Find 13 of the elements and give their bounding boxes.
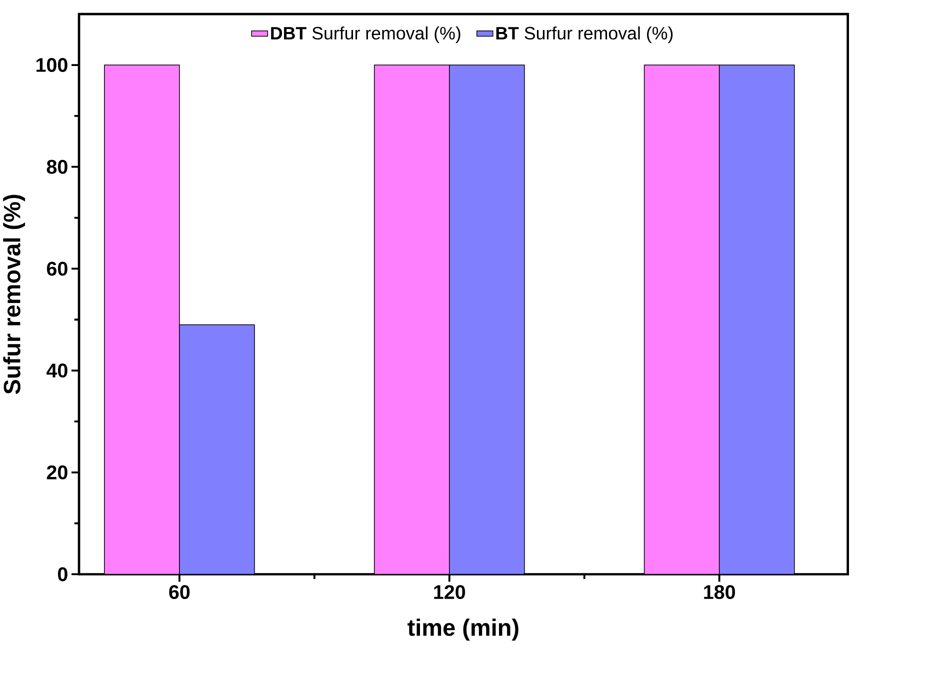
x-tick-label: 60 — [169, 584, 190, 599]
y-tick-label: 100 — [36, 58, 68, 72]
y-tick-label: 20 — [46, 465, 68, 480]
y-tick-label: 60 — [46, 262, 68, 276]
y-tick-label: 0 — [58, 567, 68, 582]
legend-label: BT Surfur removal (%) — [496, 26, 673, 43]
y-tick-label: 40 — [46, 363, 68, 378]
y-axis-title: Sufur removal (%) — [3, 194, 26, 394]
x-tick-label: 120 — [434, 584, 466, 599]
x-tick-label: 180 — [704, 584, 735, 599]
x-axis-title: time (min) — [408, 618, 518, 640]
legend-label: DBT Surfur removal (%) — [271, 26, 460, 43]
y-tick-label: 80 — [46, 160, 68, 174]
